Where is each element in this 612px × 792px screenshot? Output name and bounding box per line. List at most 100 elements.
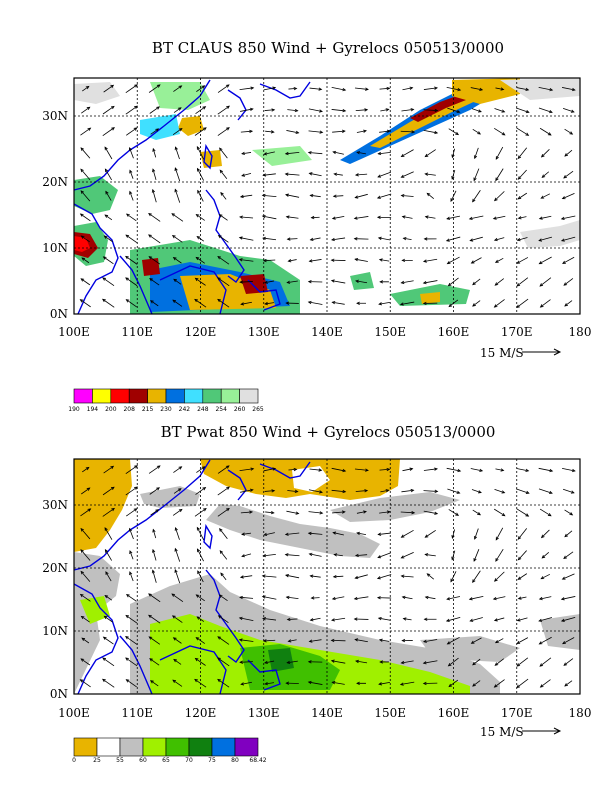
wind-vector xyxy=(560,236,576,242)
wind-vector xyxy=(285,215,299,219)
wind-vector xyxy=(539,127,552,136)
wind-vector xyxy=(331,86,347,92)
wind-vector xyxy=(125,465,138,474)
wind-vector xyxy=(446,636,460,645)
wind-vector xyxy=(564,300,573,307)
wind-vector xyxy=(426,573,435,580)
wind-vector xyxy=(150,509,160,516)
lon-label: 180 xyxy=(569,325,592,339)
wind-vector xyxy=(356,301,366,305)
wind-vector xyxy=(540,529,550,539)
wind-vector xyxy=(516,488,530,494)
colorbar-swatch xyxy=(128,388,148,404)
wind-vector xyxy=(308,130,324,134)
wind-vector xyxy=(80,615,90,623)
wind-vector xyxy=(239,280,253,284)
colorbar-label: 200 xyxy=(105,406,117,413)
wind-vector xyxy=(218,214,228,221)
wind-vector xyxy=(308,259,322,263)
wind-vector xyxy=(331,596,345,601)
cloud-north-hot xyxy=(178,116,204,136)
wind-vector xyxy=(129,571,134,582)
wind-vector xyxy=(102,486,115,496)
wind-vector xyxy=(541,552,550,559)
wind-vector xyxy=(79,679,91,688)
wind-vector xyxy=(194,127,207,136)
wind-vector xyxy=(262,258,276,263)
wind-vector xyxy=(423,86,438,90)
wind-vector xyxy=(447,657,459,667)
wind-vector xyxy=(424,595,436,600)
wind-vector xyxy=(331,489,347,494)
wind-vector xyxy=(150,128,160,135)
wind-vector xyxy=(516,107,530,114)
wind-vector xyxy=(171,615,183,623)
wind-vector xyxy=(287,639,297,643)
wind-vector xyxy=(102,277,115,287)
wind-vector xyxy=(148,212,161,222)
lon-label: 150E xyxy=(374,325,406,339)
pwat-panel: BT Pwat 850 Wind + Gyrelocs 050513/0000 xyxy=(42,423,591,764)
wind-vector xyxy=(378,682,391,686)
wind-vector xyxy=(148,593,161,603)
wind-vector xyxy=(331,301,345,305)
wind-vector xyxy=(149,278,160,286)
colorbar-swatch xyxy=(92,388,112,404)
wind-vector xyxy=(263,86,277,91)
wind-vector xyxy=(379,467,391,472)
wind-vector xyxy=(125,593,137,602)
wind-vector xyxy=(332,194,344,198)
wind-vector xyxy=(561,193,575,200)
wind-vector xyxy=(217,298,230,308)
lat-label: 30N xyxy=(42,109,68,123)
wind-vector xyxy=(448,128,460,136)
pwat-green-west xyxy=(80,596,110,624)
wind-vector xyxy=(310,215,320,220)
cloud-south-east-gold xyxy=(420,292,440,304)
wind-vector xyxy=(377,151,391,156)
wind-vector xyxy=(471,108,482,113)
colorbar-label: 60 xyxy=(139,757,147,764)
lon-label: 120E xyxy=(185,325,217,339)
coast-philippines xyxy=(205,569,245,664)
wind-vector xyxy=(149,487,161,495)
wind-vector xyxy=(400,130,416,134)
claus-panel-title: BT CLAUS 850 Wind + Gyrelocs 050513/0000 xyxy=(152,39,504,57)
wind-vector xyxy=(284,172,300,176)
wind-vector xyxy=(400,552,414,559)
wind-vector xyxy=(194,678,207,688)
wind-vector xyxy=(309,617,321,622)
wind-vector xyxy=(516,657,529,667)
wind-vector xyxy=(217,486,230,496)
wind-vector xyxy=(377,532,391,536)
wind-vector xyxy=(516,127,530,136)
wind-vector xyxy=(264,660,275,664)
wind-vector xyxy=(196,167,204,181)
wind-vector xyxy=(332,574,344,579)
wind-vector xyxy=(239,575,253,579)
wind-vector xyxy=(174,526,180,540)
coast-sulawesi xyxy=(247,279,281,311)
wind-vector xyxy=(173,658,182,665)
wind-vector xyxy=(173,107,182,113)
wind-vector xyxy=(354,258,368,262)
wind-vector xyxy=(129,190,134,201)
coast-taiwan xyxy=(203,523,213,550)
coast-borneo xyxy=(159,265,227,315)
wind-vector xyxy=(80,527,91,540)
colorbar-label: 194 xyxy=(87,406,99,413)
claus-map-frame xyxy=(73,77,581,315)
wind-vector xyxy=(422,301,438,306)
coast-indochina xyxy=(73,583,119,695)
wind-vector xyxy=(399,301,415,306)
wind-vector xyxy=(308,511,324,515)
wind-vector xyxy=(447,277,459,287)
wind-vector xyxy=(103,615,113,623)
wind-vector xyxy=(149,106,161,114)
wind-vector xyxy=(196,526,205,541)
coast-japan xyxy=(259,81,311,99)
wind-vector xyxy=(378,638,390,642)
wind-vector xyxy=(102,507,115,517)
wind-vector xyxy=(517,147,528,160)
colorbar-label: 190 xyxy=(68,406,80,413)
